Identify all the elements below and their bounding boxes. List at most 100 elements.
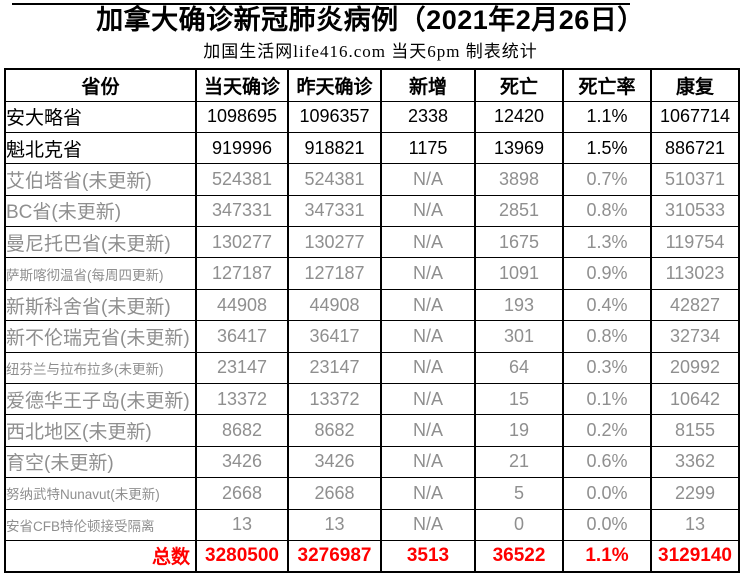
cell-death-rate: 0.0%	[562, 477, 652, 510]
cell-new-cases: 1175	[380, 131, 476, 165]
total-deaths: 36522	[474, 539, 564, 573]
table-row-bc: BC省(未更新) 347331 347331 N/A 2851 0.8% 310…	[4, 194, 740, 228]
covid-stats-table: 省份 当天确诊 昨天确诊 新增 死亡 死亡率 康复 安大略省 1098695 1…	[4, 68, 740, 573]
cell-death-rate: 0.3%	[562, 351, 652, 385]
cell-recovered: 10642	[650, 383, 740, 416]
table-row-nova-scotia: 新斯科舍省(未更新) 44908 44908 N/A 193 0.4% 4282…	[4, 288, 740, 322]
cell-death-rate: 1.3%	[562, 226, 652, 259]
cell-new-cases: N/A	[380, 445, 476, 479]
cell-deaths: 301	[474, 320, 564, 353]
cell-deaths: 64	[474, 351, 564, 385]
col-header-recovered: 康复	[650, 68, 740, 102]
cell-recovered: 310533	[650, 194, 740, 228]
cell-yesterday-confirmed: 36417	[287, 320, 382, 353]
table-row-northwest-territories: 西北地区(未更新) 8682 8682 N/A 19 0.2% 8155	[4, 414, 740, 447]
cell-deaths: 0	[474, 508, 564, 541]
table-row-quebec: 魁北克省 919996 918821 1175 13969 1.5% 88672…	[4, 131, 740, 165]
cell-today-confirmed: 13	[195, 508, 289, 541]
cell-yesterday-confirmed: 8682	[287, 414, 382, 447]
col-header-yesterday-confirmed: 昨天确诊	[287, 68, 382, 102]
cell-recovered: 13	[650, 508, 740, 541]
cell-deaths: 1091	[474, 257, 564, 290]
cell-new-cases: N/A	[380, 383, 476, 416]
table-row-manitoba: 曼尼托巴省(未更新) 130277 130277 N/A 1675 1.3% 1…	[4, 226, 740, 259]
table-row-nunavut: 努纳武特Nunavut(未更新) 2668 2668 N/A 5 0.0% 22…	[4, 477, 740, 510]
col-header-death-rate: 死亡率	[562, 68, 652, 102]
total-row: 总数 3280500 3276987 3513 36522 1.1% 31291…	[4, 539, 740, 573]
page-title: 加拿大确诊新冠肺炎病例（2021年2月26日）	[96, 5, 645, 35]
cell-new-cases: N/A	[380, 226, 476, 259]
cell-today-confirmed: 8682	[195, 414, 289, 447]
col-header-today-confirmed: 当天确诊	[195, 68, 289, 102]
cell-new-cases: N/A	[380, 414, 476, 447]
cell-recovered: 42827	[650, 288, 740, 322]
table-row-saskatchewan: 萨斯喀彻温省(每周四更新) 127187 127187 N/A 1091 0.9…	[4, 257, 740, 290]
cell-recovered: 886721	[650, 131, 740, 165]
cell-deaths: 12420	[474, 100, 564, 133]
table-row-cfb-trenton: 安省CFB特伦顿接受隔离 13 13 N/A 0 0.0% 13	[4, 508, 740, 541]
cell-today-confirmed: 347331	[195, 194, 289, 228]
cell-today-confirmed: 36417	[195, 320, 289, 353]
cell-deaths: 19	[474, 414, 564, 447]
cell-today-confirmed: 23147	[195, 351, 289, 385]
cell-death-rate: 1.5%	[562, 131, 652, 165]
cell-death-rate: 0.6%	[562, 445, 652, 479]
cell-death-rate: 0.8%	[562, 194, 652, 228]
cell-recovered: 2299	[650, 477, 740, 510]
table-row-newfoundland: 纽芬兰与拉布拉多(未更新) 23147 23147 N/A 64 0.3% 20…	[4, 351, 740, 385]
cell-today-confirmed: 3426	[195, 445, 289, 479]
cell-today-confirmed: 13372	[195, 383, 289, 416]
cell-province: 纽芬兰与拉布拉多(未更新)	[4, 351, 197, 385]
total-new-cases: 3513	[380, 539, 476, 573]
cell-death-rate: 1.1%	[562, 100, 652, 133]
cell-yesterday-confirmed: 44908	[287, 288, 382, 322]
cell-deaths: 1675	[474, 226, 564, 259]
cell-province: 安省CFB特伦顿接受隔离	[4, 508, 197, 541]
cell-new-cases: N/A	[380, 508, 476, 541]
table-row-new-brunswick: 新不伦瑞克省(未更新) 36417 36417 N/A 301 0.8% 327…	[4, 320, 740, 353]
cell-yesterday-confirmed: 127187	[287, 257, 382, 290]
cell-deaths: 2851	[474, 194, 564, 228]
cell-yesterday-confirmed: 1096357	[287, 100, 382, 133]
cell-recovered: 3362	[650, 445, 740, 479]
cell-recovered: 32734	[650, 320, 740, 353]
cell-new-cases: N/A	[380, 288, 476, 322]
cell-deaths: 21	[474, 445, 564, 479]
table-row-pei: 爱德华王子岛(未更新) 13372 13372 N/A 15 0.1% 1064…	[4, 383, 740, 416]
cell-new-cases: N/A	[380, 477, 476, 510]
page: { "title": "加拿大确诊新冠肺炎病例（2021年2月26日）", "s…	[0, 3, 741, 583]
page-subtitle: 加国生活网life416.com 当天6pm 制表统计	[203, 42, 538, 61]
cell-deaths: 15	[474, 383, 564, 416]
cell-death-rate: 0.2%	[562, 414, 652, 447]
cell-deaths: 3898	[474, 163, 564, 196]
cell-province: 安大略省	[4, 100, 197, 133]
cell-yesterday-confirmed: 130277	[287, 226, 382, 259]
total-recovered: 3129140	[650, 539, 740, 573]
col-header-province: 省份	[4, 68, 197, 102]
cell-recovered: 113023	[650, 257, 740, 290]
cell-death-rate: 0.1%	[562, 383, 652, 416]
cell-province: 曼尼托巴省(未更新)	[4, 226, 197, 259]
cell-deaths: 193	[474, 288, 564, 322]
cell-province: 魁北克省	[4, 131, 197, 165]
cell-new-cases: N/A	[380, 351, 476, 385]
total-death-rate: 1.1%	[562, 539, 652, 573]
cell-yesterday-confirmed: 23147	[287, 351, 382, 385]
cell-new-cases: N/A	[380, 320, 476, 353]
total-label: 总数	[4, 539, 197, 573]
cell-today-confirmed: 127187	[195, 257, 289, 290]
cell-yesterday-confirmed: 3426	[287, 445, 382, 479]
cell-new-cases: N/A	[380, 163, 476, 196]
table-row-yukon: 育空(未更新) 3426 3426 N/A 21 0.6% 3362	[4, 445, 740, 479]
cell-death-rate: 0.8%	[562, 320, 652, 353]
cell-yesterday-confirmed: 13	[287, 508, 382, 541]
cell-death-rate: 0.7%	[562, 163, 652, 196]
total-yesterday-confirmed: 3276987	[287, 539, 382, 573]
cell-today-confirmed: 2668	[195, 477, 289, 510]
cell-yesterday-confirmed: 347331	[287, 194, 382, 228]
cell-yesterday-confirmed: 524381	[287, 163, 382, 196]
covid-table-container: 省份 当天确诊 昨天确诊 新增 死亡 死亡率 康复 安大略省 1098695 1…	[4, 68, 740, 573]
header-row: 省份 当天确诊 昨天确诊 新增 死亡 死亡率 康复	[4, 68, 740, 102]
cell-recovered: 119754	[650, 226, 740, 259]
cell-new-cases: N/A	[380, 257, 476, 290]
